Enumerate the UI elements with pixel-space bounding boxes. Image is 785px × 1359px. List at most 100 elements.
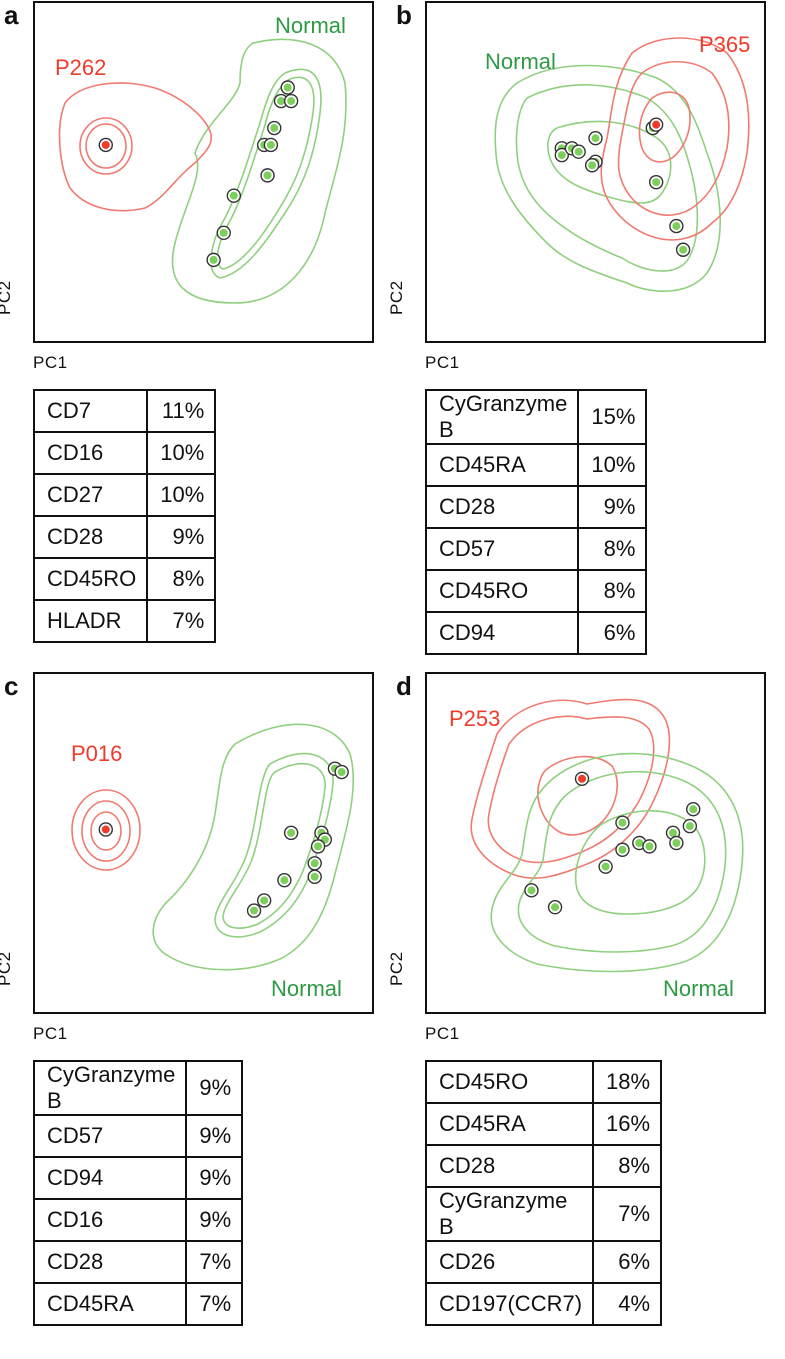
normal-contour-outer [490,752,744,973]
marker-percent: 7% [185,1282,244,1326]
panel-letter: a [4,0,19,30]
marker-name: CD27 [32,473,149,517]
table-row: CD16 9% [32,1198,244,1242]
marker-name: CD57 [32,1114,188,1158]
marker-name: CD28 [424,1144,595,1188]
marker-name: CD197(CCR7) [424,1282,595,1326]
normal-point [551,903,560,912]
marker-percent: 7% [146,599,217,643]
normal-point [685,822,694,831]
pca-plot: Normal P365 [425,1,766,343]
x-axis-label: PC1 [33,1024,68,1043]
patient-group-label: P365 [699,32,750,57]
marker-percent: 7% [185,1240,244,1284]
patient-contour-outer [58,82,213,212]
normal-contour-inner [547,120,672,204]
patient-contour-outer [71,789,141,871]
pca-plot: Normal P253 [425,672,766,1014]
marker-percent: 8% [577,527,648,571]
patient-point [578,774,587,783]
table-row: CD28 9% [424,485,648,529]
table-row: CD45RO 18% [424,1060,663,1104]
marker-percent: 6% [577,611,648,655]
normal-group-label: Normal [271,976,342,1001]
marker-name: CD7 [32,389,149,433]
marker-percent: 9% [185,1198,244,1242]
data-points [98,761,349,918]
normal-point [672,222,681,231]
normal-point [669,828,678,837]
table-row: CyGranzyme B 15% [424,389,648,445]
pca-plot: Normal P016 [33,672,374,1014]
normal-point [557,151,566,160]
table-row: CD7 11% [32,389,217,433]
normal-point [645,842,654,851]
marker-percent: 15% [577,389,648,445]
marker-percent: 6% [592,1240,663,1284]
marker-percent: 8% [577,569,648,613]
table-row: CD45RO 8% [424,569,648,613]
normal-point [652,178,661,187]
panel-letter: b [396,0,412,30]
table-row: CD57 8% [424,527,648,571]
patient-group-label: P016 [71,741,122,766]
marker-name: CyGranzyme B [32,1060,188,1116]
table-row: CD28 7% [32,1240,244,1284]
x-axis-label: PC1 [425,1024,460,1043]
pca-plot: Normal P262 [33,1,374,343]
patient-point [652,120,661,129]
normal-point [618,818,627,827]
normal-point [618,845,627,854]
marker-table: CD7 11% CD16 10% CD27 10% CD28 9% CD45RO 8% H… [32,389,217,643]
normal-point [283,83,292,92]
normal-contour-outer [152,723,355,971]
marker-percent: 8% [146,557,217,601]
table-row: CyGranzyme B 7% [424,1186,663,1242]
normal-point [672,839,681,847]
marker-name: CD28 [424,485,580,529]
normal-point [266,140,275,149]
normal-point [219,228,228,237]
normal-point [689,805,698,814]
normal-point [250,906,259,915]
normal-point [287,828,296,837]
patient-contour-outer [600,37,750,241]
normal-point [527,886,536,895]
patient-group-label: P262 [55,55,106,80]
marker-name: CD45RO [424,569,580,613]
marker-name: CD28 [32,1240,188,1284]
table-row: CD94 6% [424,611,648,655]
marker-percent: 10% [146,431,217,475]
table-row: CD27 10% [32,473,217,517]
normal-group-label: Normal [275,13,346,38]
table-row: CD16 10% [32,431,217,475]
normal-point [601,862,610,871]
marker-name: HLADR [32,599,149,643]
table-row: CD45RO 8% [32,557,217,601]
normal-point [270,124,279,133]
normal-point [280,876,289,885]
normal-point [591,134,600,143]
normal-point [574,147,583,156]
patient-contour-mid [81,800,131,862]
marker-name: CD45RO [424,1060,595,1104]
normal-point [314,842,323,851]
marker-percent: 16% [592,1102,663,1146]
table-row: CD45RA 10% [424,443,648,487]
marker-percent: 8% [592,1144,663,1188]
normal-contour-outer [171,38,347,304]
normal-contour-mid [515,84,699,272]
normal-point [635,839,644,847]
marker-name: CD45RO [32,557,149,601]
normal-contour-inner2 [222,763,326,929]
marker-percent: 9% [185,1060,244,1116]
normal-contours [490,752,744,973]
marker-percent: 10% [577,443,648,487]
patient-contour-mid [617,61,730,216]
normal-contours [171,38,347,304]
patient-contours [71,789,141,871]
marker-table: CyGranzyme B 9% CD57 9% CD94 9% CD16 9% CD28… [32,1060,244,1326]
y-axis-label: PC2 [387,280,406,315]
normal-point [588,161,597,170]
normal-contour-inner [575,810,706,915]
